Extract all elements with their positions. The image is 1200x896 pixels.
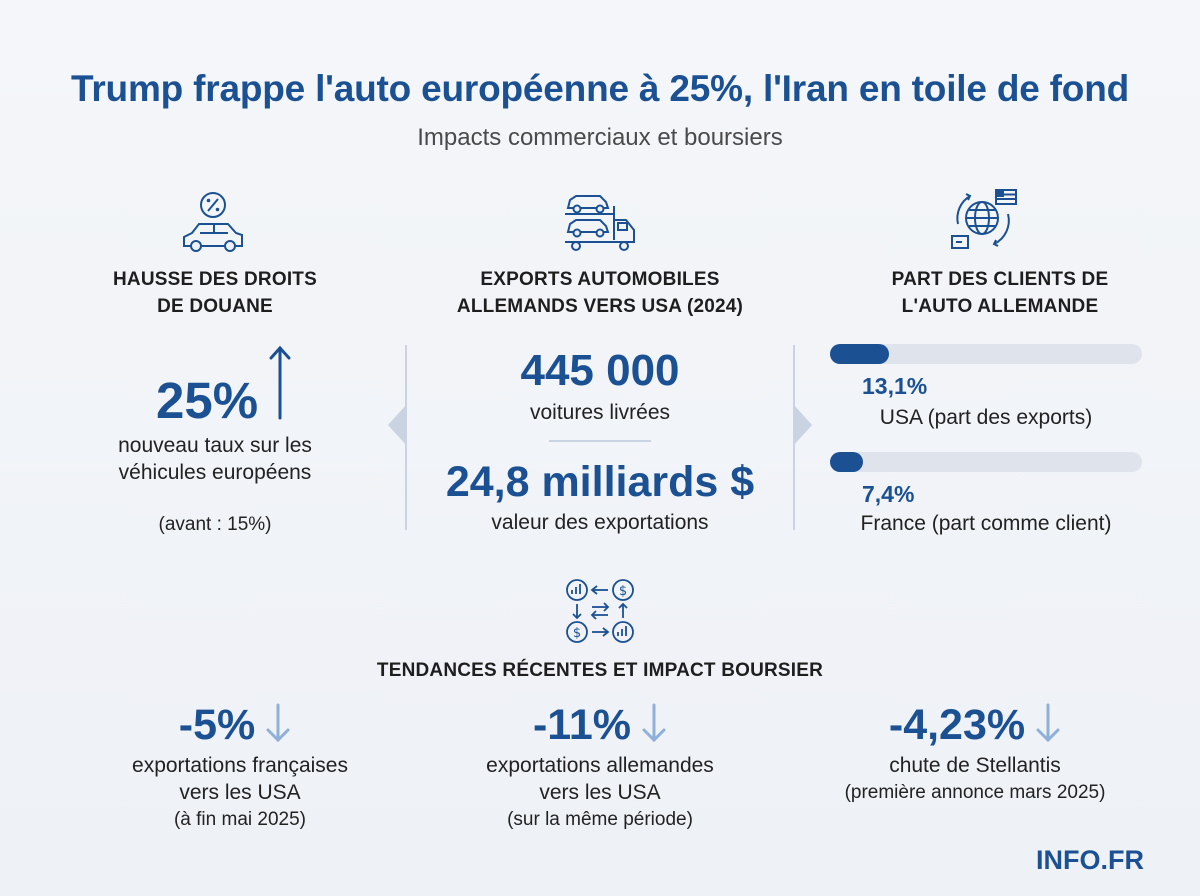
brand-logo: INFO.FR [1036,845,1144,875]
trend-line-2: (première annonce mars 2025) [844,782,1106,803]
tariff-rate-value: 25% [156,372,259,429]
usa-share-value: 13,1% [862,373,928,399]
trend-line-1: chute de Stellantis [889,754,1061,777]
arrow-down-icon [1035,702,1061,749]
tariff-description: nouveau taux sur les véhicules européens [118,434,312,484]
exchange-trends-icon: $ $ [562,578,638,644]
clients-heading: PART DES CLIENTS DE L'AUTO ALLEMANDE [891,269,1109,317]
trend-line-2: vers les USA [179,781,301,804]
tariff-previous: (avant : 15%) [158,514,272,535]
trend-value: -5% [178,701,256,749]
trend-line-1: exportations allemandes [486,754,714,777]
trends-heading: TENDANCES RÉCENTES ET IMPACT BOURSIER [376,660,824,681]
svg-text:$: $ [619,584,627,599]
trend-line-3: (sur la même période) [507,809,693,830]
exports-separator [549,440,651,442]
trend-item-german-exports: -11% exportations allemandes vers les US… [420,700,780,833]
trend-line-2: vers les USA [539,781,661,804]
usa-share-label: USA (part des exports) [879,406,1093,429]
bar-track-usa [830,344,1142,364]
trend-line-3: (à fin mai 2025) [173,809,306,830]
trend-item-french-exports: -5% exportations françaises vers les USA… [60,700,420,833]
car-percent-icon [178,188,248,254]
arrow-down-icon [641,702,667,749]
trend-line-1: exportations françaises [132,754,348,777]
france-share-value: 7,4% [862,481,915,507]
divider-left [405,345,407,530]
svg-text:$: $ [573,626,581,641]
trend-value: -11% [532,701,631,749]
page-subtitle: Impacts commerciaux et boursiers [417,124,783,151]
bar-fill-usa [830,344,889,364]
export-value-amount: 24,8 milliards $ [445,458,755,506]
tariffs-heading: HAUSSE DES DROITS DE DOUANE [113,269,317,317]
export-value-label: valeur des exportations [491,511,709,534]
arrow-up-icon [268,344,292,420]
france-share-label: France (part comme client) [860,512,1112,535]
chevron-left-icon [386,405,406,445]
chevron-right-icon [794,405,814,445]
globe-trade-icon [948,186,1024,256]
arrow-down-icon [265,702,291,749]
cars-delivered-label: voitures livrées [529,401,671,424]
cars-delivered-value: 445 000 [520,346,680,395]
bar-track-france [830,452,1142,472]
bar-fill-france [830,452,863,472]
exports-heading: EXPORTS AUTOMOBILES ALLEMANDS VERS USA (… [456,269,744,317]
trend-value: -4,23% [888,701,1026,749]
page-title: Trump frappe l'auto européenne à 25%, l'… [70,68,1130,109]
trend-item-stellantis: -4,23% chute de Stellantis (première ann… [790,700,1160,806]
car-transporter-icon [562,186,638,256]
